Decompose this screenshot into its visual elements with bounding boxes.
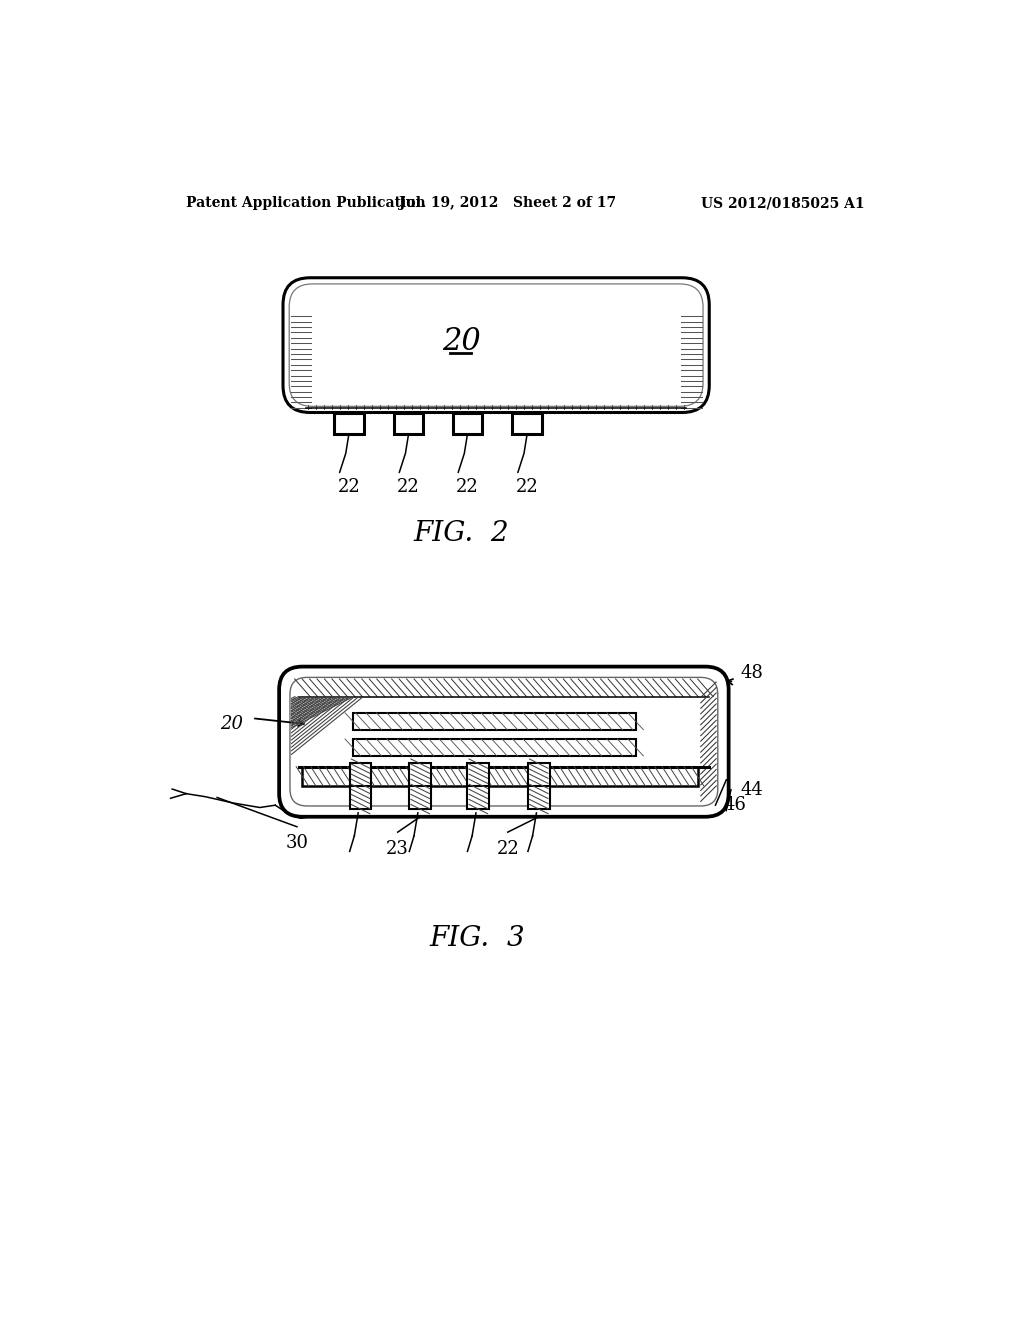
- Bar: [352, 739, 636, 756]
- Bar: [349, 785, 372, 809]
- Text: 22: 22: [338, 478, 360, 496]
- Bar: [528, 763, 550, 788]
- Text: 22: 22: [497, 840, 519, 858]
- Text: Patent Application Publication: Patent Application Publication: [186, 197, 426, 210]
- Text: FIG.  3: FIG. 3: [429, 924, 524, 952]
- Text: 20: 20: [220, 715, 243, 734]
- Text: 22: 22: [397, 478, 420, 496]
- Bar: [334, 412, 364, 434]
- Text: 23: 23: [386, 840, 410, 858]
- Text: 20: 20: [442, 326, 480, 358]
- Text: US 2012/0185025 A1: US 2012/0185025 A1: [700, 197, 864, 210]
- Bar: [528, 785, 550, 809]
- Bar: [394, 412, 423, 434]
- Bar: [352, 713, 636, 730]
- Bar: [453, 412, 482, 434]
- Bar: [349, 763, 372, 788]
- Text: 44: 44: [740, 781, 763, 799]
- Text: 22: 22: [456, 478, 479, 496]
- Bar: [467, 763, 489, 788]
- Text: Jul. 19, 2012   Sheet 2 of 17: Jul. 19, 2012 Sheet 2 of 17: [399, 197, 616, 210]
- Text: 48: 48: [740, 664, 763, 681]
- Bar: [467, 785, 489, 809]
- Text: 46: 46: [723, 796, 746, 814]
- Text: FIG.  2: FIG. 2: [414, 520, 509, 548]
- Text: 22: 22: [516, 478, 539, 496]
- FancyBboxPatch shape: [283, 277, 710, 412]
- Text: 30: 30: [286, 834, 308, 853]
- Bar: [410, 763, 431, 788]
- Bar: [410, 785, 431, 809]
- Bar: [512, 412, 542, 434]
- Bar: [302, 767, 697, 785]
- FancyBboxPatch shape: [280, 667, 729, 817]
